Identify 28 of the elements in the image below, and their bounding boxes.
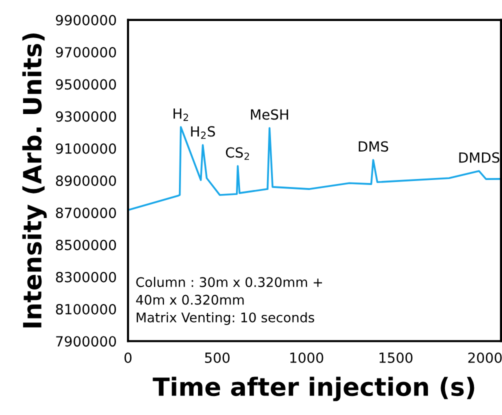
y-tick-label: 8700000 — [56, 208, 116, 218]
y-tick-label: 8100000 — [56, 304, 116, 314]
x-axis-title: Time after injection (s) — [152, 376, 474, 402]
line-series — [128, 126, 501, 211]
annotation: Column : 30m x 0.320mm + — [136, 276, 322, 288]
annotation: DMS — [358, 141, 388, 152]
annotation: H$_{2}$S — [191, 126, 215, 139]
annotation: DMDS — [459, 152, 500, 163]
annotation: MeSH — [251, 109, 288, 120]
y-tick-label: 9700000 — [56, 47, 116, 58]
x-tick-label: 1000 — [290, 352, 324, 363]
annotation: H$_{2}$ — [174, 108, 188, 121]
y-tick-label: 9900000 — [56, 14, 116, 26]
y-tick-label: 8500000 — [56, 240, 116, 250]
y-tick-label: 8300000 — [56, 272, 116, 282]
annotation: 40m x 0.320mm — [136, 294, 244, 305]
x-tick-label: 500 — [205, 352, 230, 363]
x-tick-label: 1500 — [380, 352, 412, 363]
y-tick-label: 9500000 — [56, 79, 116, 90]
y-tick-label: 7900000 — [56, 336, 116, 347]
annotation: CS$_{2}$ — [226, 147, 249, 160]
y-tick-label: 8900000 — [56, 175, 116, 186]
x-tick-label: 0 — [124, 352, 132, 363]
annotation: Matrix Venting: 10 seconds — [136, 312, 314, 325]
y-axis-title: Intensity (Arb. Units) — [22, 34, 47, 328]
y-tick-label: 9100000 — [56, 143, 116, 154]
x-tick-label: 2000 — [468, 352, 502, 363]
y-tick-label: 9300000 — [56, 111, 116, 122]
